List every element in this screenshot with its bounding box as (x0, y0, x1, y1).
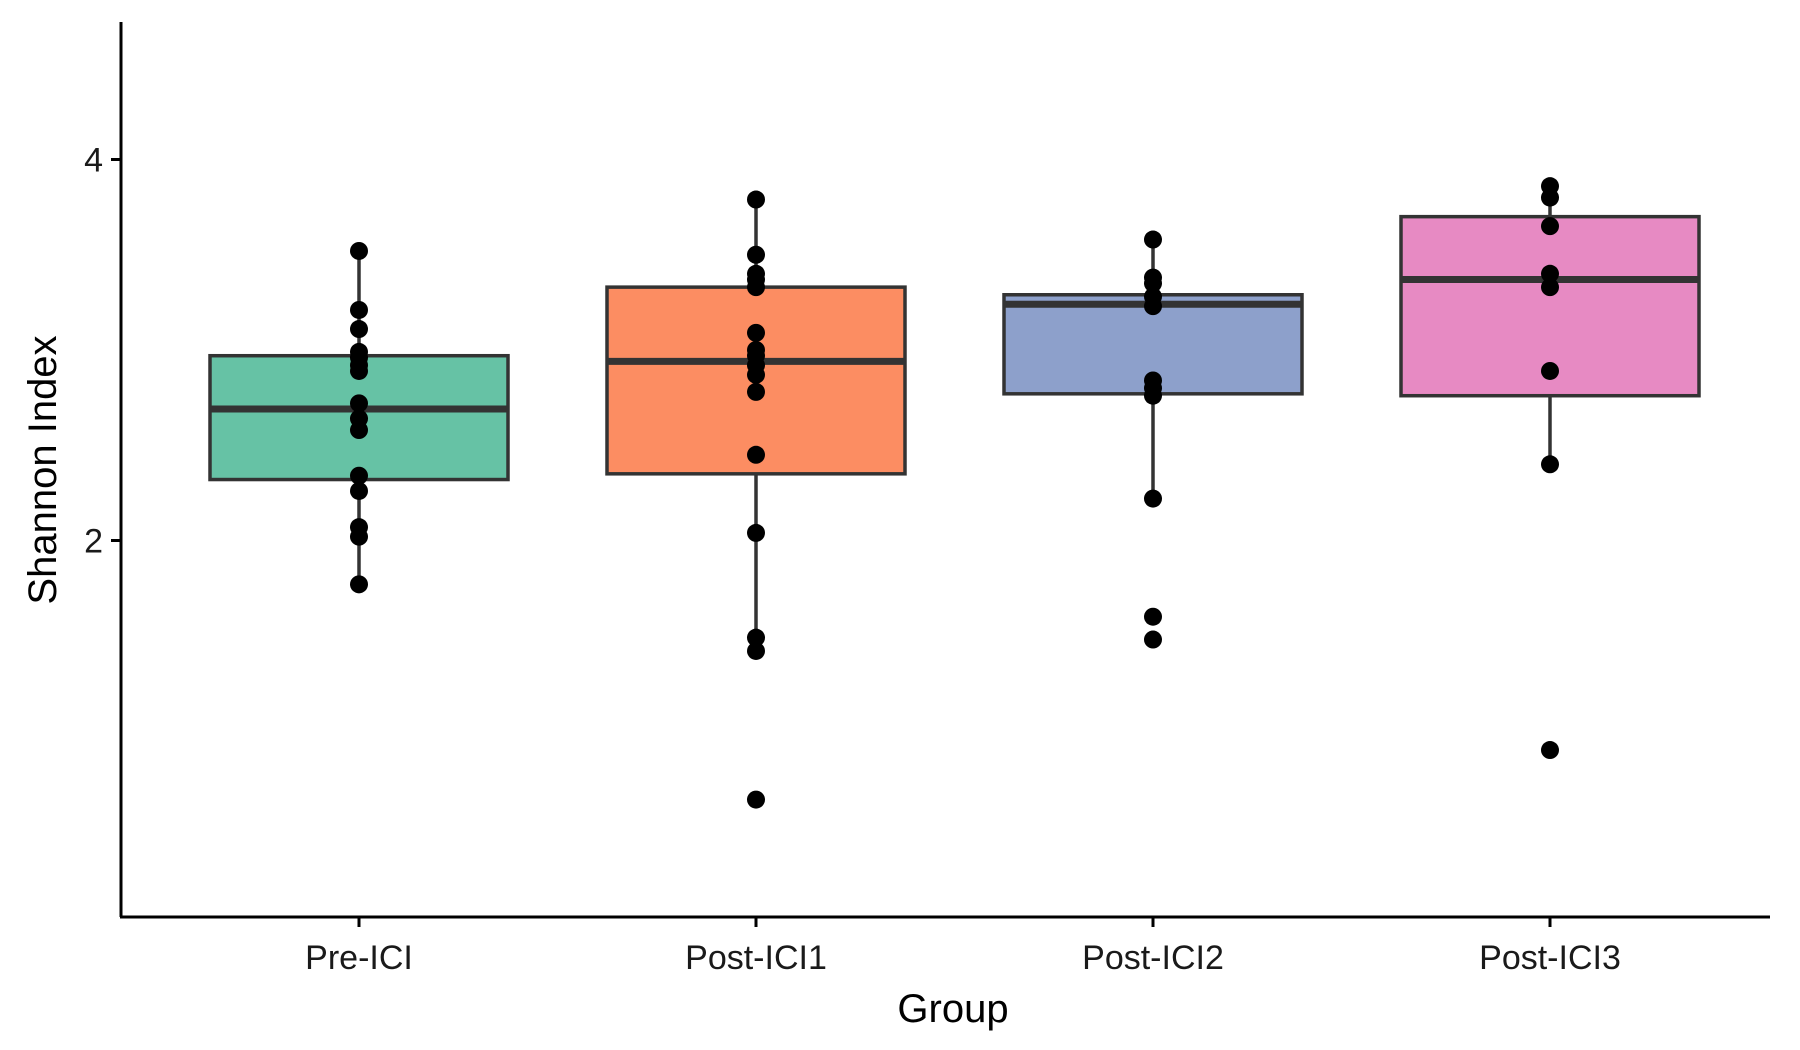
data-point (350, 241, 368, 260)
data-point (1144, 386, 1162, 405)
data-point (1541, 188, 1559, 207)
x-tick-label: Post-ICI1 (685, 939, 827, 977)
y-tick-label: 4 (84, 142, 103, 180)
data-point (1541, 361, 1559, 380)
data-point (1541, 278, 1559, 297)
data-point (747, 278, 765, 297)
data-point (350, 575, 368, 594)
y-axis-ticks: 24 (84, 142, 121, 561)
data-point (350, 394, 368, 413)
data-point (1541, 217, 1559, 236)
data-point (350, 481, 368, 500)
data-point (350, 320, 368, 339)
data-point (350, 421, 368, 440)
data-point (1541, 455, 1559, 474)
x-tick-label: Pre-ICI (305, 939, 413, 977)
data-point (747, 365, 765, 384)
x-axis-title: Group (897, 987, 1008, 1031)
data-point (350, 361, 368, 380)
data-point (747, 628, 765, 647)
data-point (1144, 607, 1162, 626)
x-axis-ticks: Pre-ICI Post-ICI1 Post-ICI2 Post-ICI3 (305, 917, 1621, 977)
data-point (1144, 489, 1162, 508)
data-point (1541, 741, 1559, 760)
data-point (1144, 274, 1162, 293)
data-point (1144, 630, 1162, 649)
plot-area (208, 177, 1701, 809)
data-point (747, 190, 765, 209)
x-tick-label: Post-ICI3 (1479, 939, 1621, 977)
data-point (747, 523, 765, 542)
data-point (747, 382, 765, 401)
data-point (350, 466, 368, 485)
y-tick-label: 2 (84, 523, 103, 561)
x-tick-label: Post-ICI2 (1082, 939, 1224, 977)
data-point (350, 300, 368, 319)
data-point (1144, 297, 1162, 316)
data-point (747, 641, 765, 660)
y-axis-title: Shannon Index (21, 335, 65, 604)
box-group (605, 199, 907, 651)
data-point (1144, 230, 1162, 249)
data-point (747, 790, 765, 809)
data-point (747, 245, 765, 264)
data-point (747, 323, 765, 342)
data-point (350, 527, 368, 546)
data-point (747, 445, 765, 464)
data-point (1541, 264, 1559, 283)
